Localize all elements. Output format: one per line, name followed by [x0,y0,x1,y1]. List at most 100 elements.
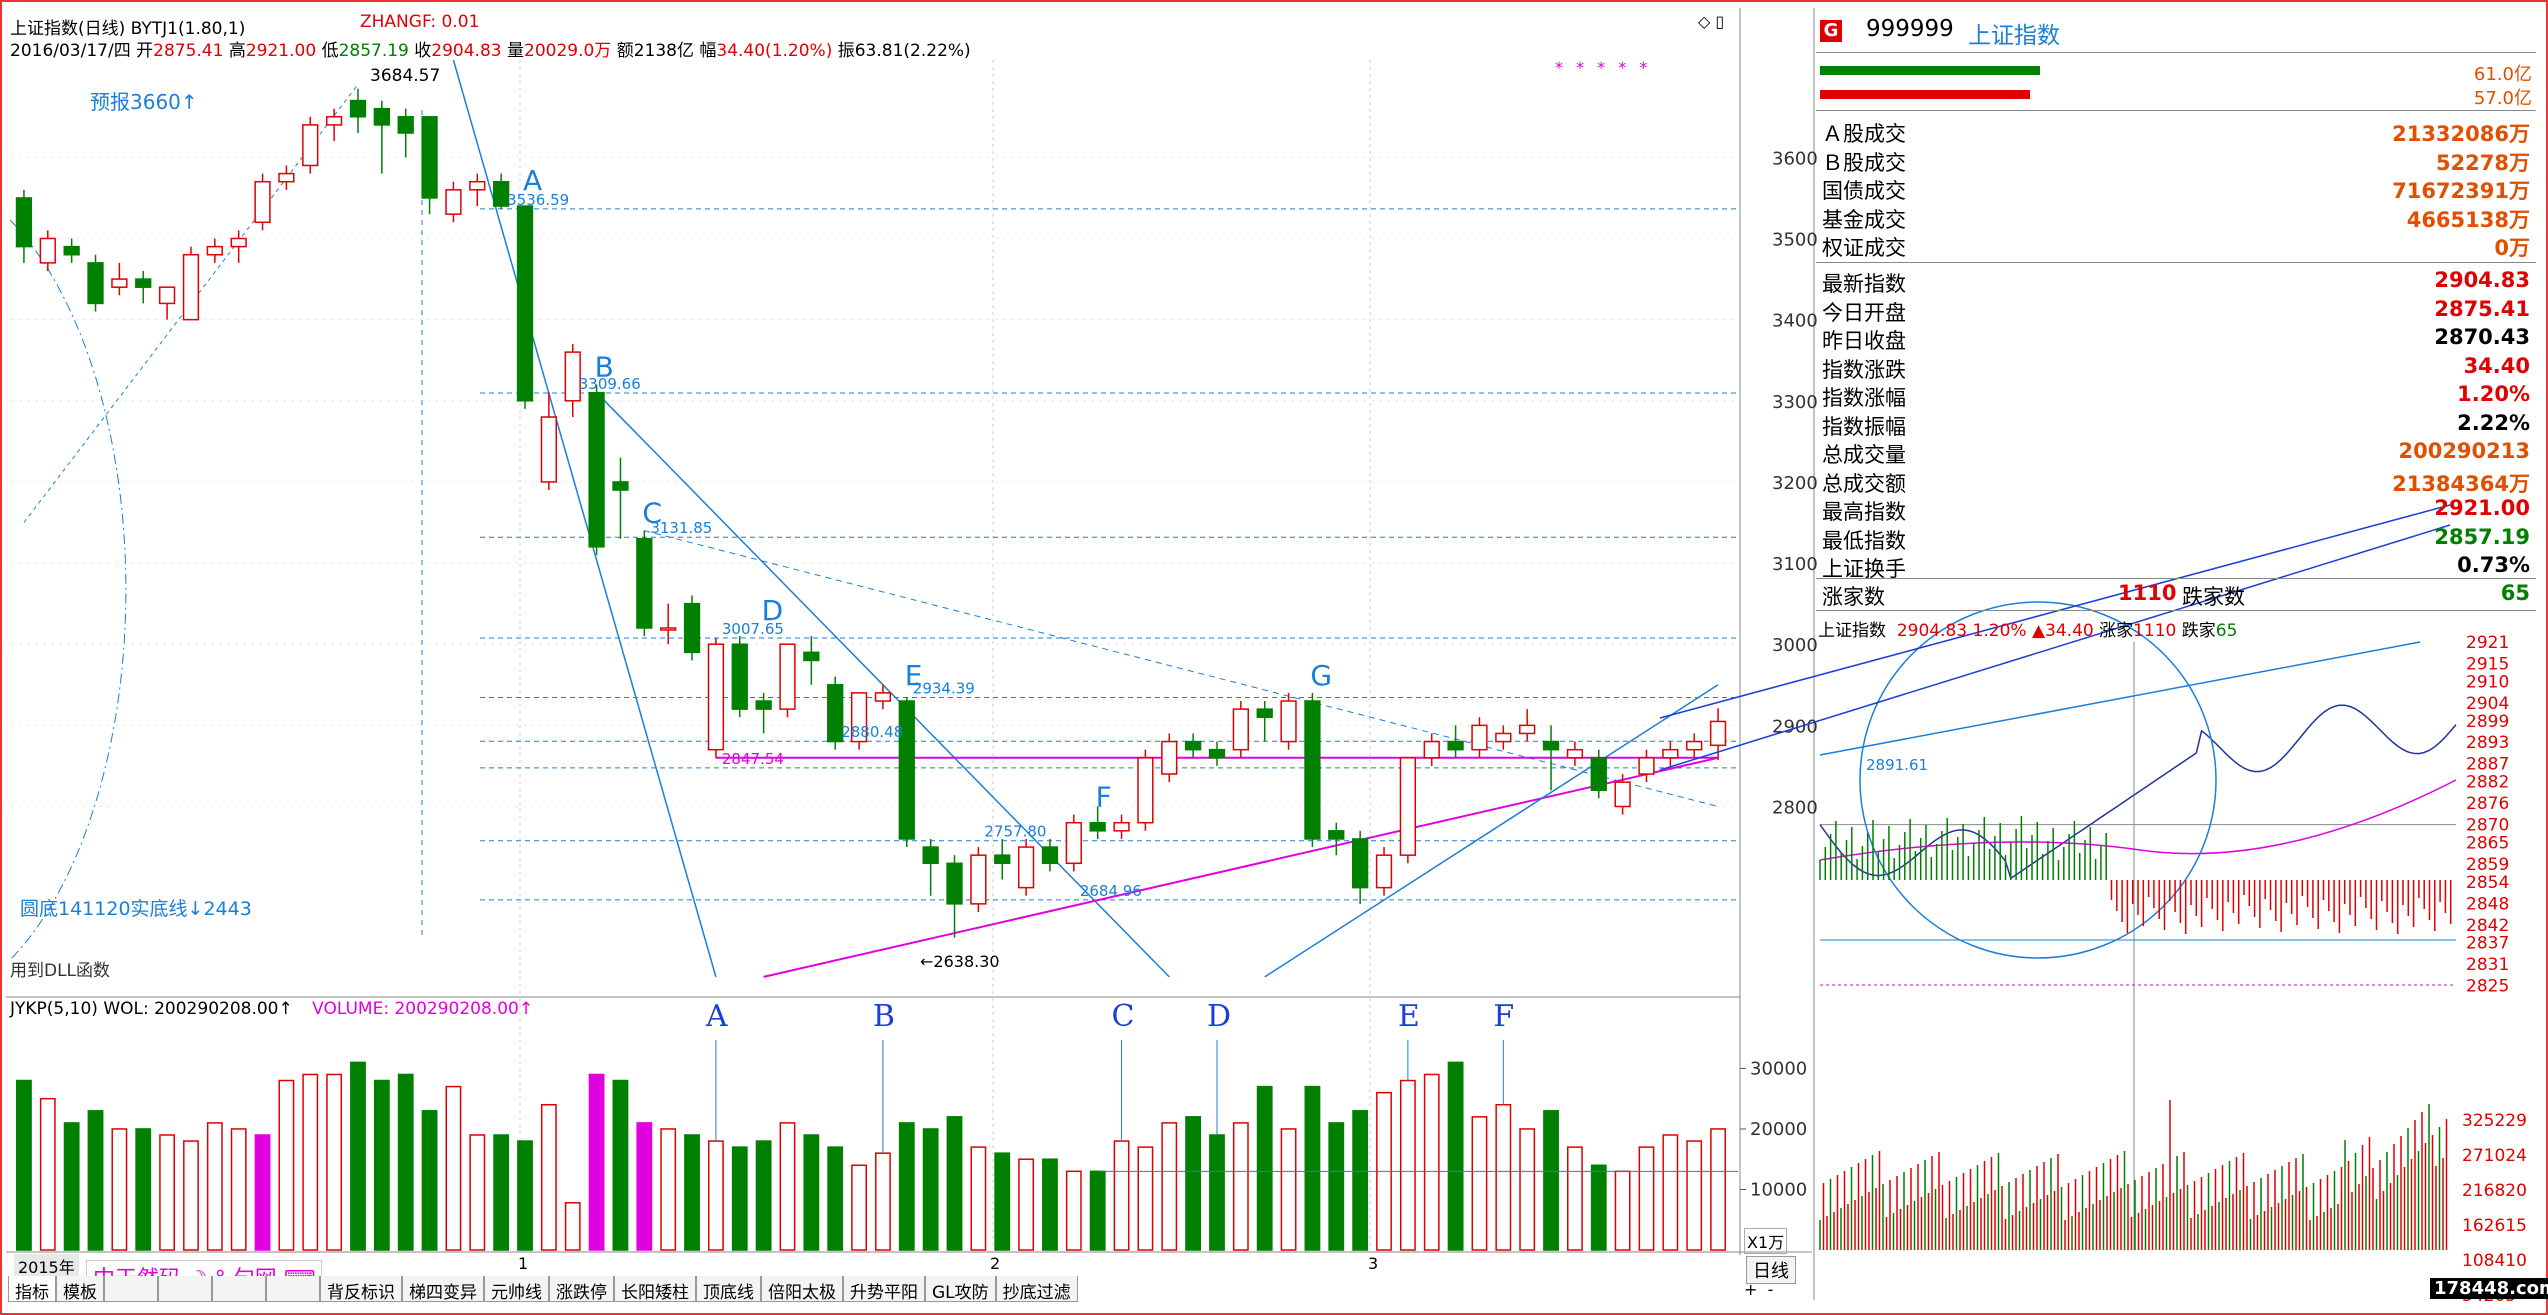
intraday-volume-tick: 271024 [2462,1146,2527,1166]
indicator-tab[interactable]: 顶底线 [696,1276,761,1303]
candle-body [1590,757,1607,792]
amt-value: 2138亿 [633,41,694,61]
indicator-tab[interactable]: 倍阳太极 [761,1276,843,1303]
indicator-tab-bar: 指标 模板 背反标识 梯四变异 元帅线 涨跌停 长阳矮柱 顶底线 倍阳太极 升势平阳 GL攻防 抄底过… [8,1276,1078,1303]
indicator-tab[interactable]: 升势平阳 [843,1276,925,1303]
indicator-tab[interactable]: 背反标识 [320,1276,402,1303]
volume-tick-label: 20000 [1750,1119,1807,1140]
volume-header: JYKP(5,10) WOL: 200290208.00↑ VOLUME: 20… [10,999,533,1019]
high-value: 2921.00 [245,41,317,61]
indicator-tab[interactable]: 元帅线 [484,1276,549,1303]
volume-unit: X1万 [1744,1228,1788,1254]
open-value: 2875.41 [153,41,224,61]
projection-line [1659,504,2451,719]
quote-row-label: 今日开盘 [1822,300,1906,325]
quote-row-value: 21384364万 [2392,471,2530,496]
price-tick-label: 3300 [1772,392,1818,413]
price-level-label: 2880.48 [841,723,903,741]
zoom-in-button[interactable]: + [1744,1280,1758,1299]
quote-row-value: 1.20% [2457,382,2530,406]
quote-row-value: 2921.00 [2434,496,2530,520]
sell-strength-bar [1820,90,2030,99]
volume-bar [1185,1116,1202,1251]
volume-bar [16,1079,32,1251]
volume-bar [1543,1110,1559,1251]
candle-body [731,643,748,710]
candle-body [206,245,223,256]
updown-row: 涨家数 1110 跌家数 65 [1818,581,2534,609]
candle-body [1709,720,1727,747]
volume-bar [1423,1073,1440,1251]
volume-bar [1065,1170,1082,1251]
amp-value: 63.81(2.22%) [854,41,971,61]
candle-body [1375,854,1393,889]
volume-bar [278,1079,295,1251]
quote-row: 昨日收盘 2870.43 [1818,325,2534,353]
volume-bar [1113,1140,1130,1251]
quote-row: 最新指数 2904.83 [1818,268,2534,296]
wave-marker-e: E [905,659,923,692]
site-watermark: 178448.com [2430,1278,2548,1299]
candle-body [1137,757,1154,824]
price-level-label: 2757.80 [984,823,1046,841]
indicator-tab[interactable] [158,1276,212,1302]
quote-row-value: 21332086万 [2392,122,2530,146]
candle-body [946,862,963,905]
close-value: 2904.83 [431,41,502,61]
quote-row: 指数涨跌 34.40 [1818,354,2534,382]
candle-body [397,116,414,134]
indicator-tab[interactable]: 模板 [56,1276,104,1303]
indicator-tab[interactable] [266,1276,320,1302]
indicator-tab[interactable]: 涨跌停 [549,1276,614,1303]
indicator-tab[interactable]: 长阳矮柱 [614,1276,696,1303]
window-controls[interactable]: ◇ ▯ [1698,12,1725,31]
indicator-tab[interactable] [212,1276,266,1302]
quote-row-value: 2857.19 [2434,524,2530,549]
chart-title-text: 上证指数(日线) BYTJ1(1.80,1) [10,19,246,39]
indicator-tab[interactable]: 抄底过滤 [995,1276,1078,1303]
candle-body [803,651,820,662]
volume-bar [1304,1085,1321,1251]
candle-body [1662,748,1679,759]
intraday-avg-line [1819,779,2457,861]
candle-body [158,286,176,305]
buy-strength-value: 61.0亿 [2473,64,2532,85]
volume-bar [875,1152,891,1251]
down-count-value: 65 [2500,581,2530,605]
volume-bar [1566,1146,1583,1251]
candle-body [612,481,629,491]
zoom-out-button[interactable]: - [1767,1280,1774,1299]
trend-line [644,530,1719,807]
candle-body [1638,757,1655,775]
price-tick-label: 3100 [1772,554,1818,575]
candle-body [15,197,33,248]
period-selector[interactable]: 日线 [1746,1256,1796,1284]
indicator-tab[interactable] [104,1276,158,1302]
indicator-tab[interactable]: GL攻防 [925,1276,996,1303]
candle-body [1113,821,1130,832]
intraday-tick-label: 2910 [2466,672,2509,692]
quote-row-label: 指数涨幅 [1822,386,1906,410]
indicator-tab[interactable]: 指标 [8,1276,56,1303]
indicator-tab[interactable]: 梯四变异 [402,1276,484,1303]
volume-bar [1662,1134,1679,1251]
price-tick-label: 3600 [1772,148,1818,169]
candle-body [373,107,390,126]
volume-bar [1089,1170,1106,1251]
candle-body [1328,830,1345,840]
quote-row-value: 34.40 [2463,353,2530,378]
vol-label: 量 [507,41,524,61]
volume-bar [1209,1134,1225,1251]
volume-bar [755,1140,772,1251]
quote-row: 总成交量 200290213 [1818,439,2534,467]
volume-bar [87,1110,104,1251]
price-grid [12,156,1738,901]
price-axis-ticks: 2800 2900 3000 3100 3200 3300 3400 3500 3600 3536… [507,148,1818,899]
candle-body [1519,724,1536,735]
candle-body [1471,724,1488,751]
candle-body [755,700,772,710]
candle-body [63,245,80,256]
volume-bar [517,1140,533,1251]
trend-line [452,59,717,978]
volume-bar [206,1122,223,1251]
